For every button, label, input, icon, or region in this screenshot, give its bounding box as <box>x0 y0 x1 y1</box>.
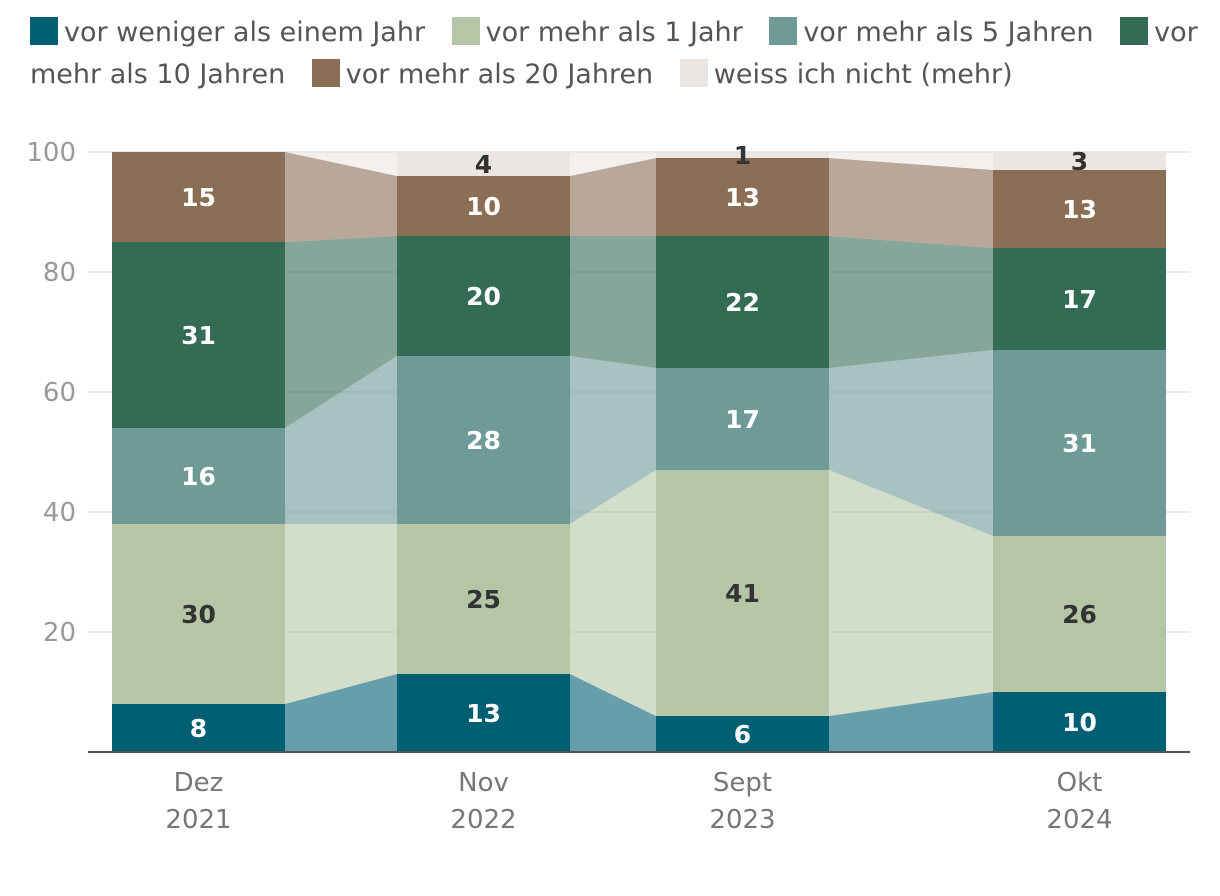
bar-segment-3-2 <box>397 356 570 524</box>
value-label-4-2: 20 <box>466 282 501 311</box>
x-label-year-4: 2024 <box>1046 805 1112 835</box>
bar-segment-1-3 <box>656 716 829 752</box>
connector-band-2-2 <box>570 470 656 716</box>
y-tick-label-100: 100 <box>26 138 76 168</box>
connector-band-5-2 <box>570 158 656 236</box>
value-label-3-4: 31 <box>1062 429 1097 458</box>
value-label-5-4: 13 <box>1062 195 1097 224</box>
value-label-3-3: 17 <box>725 405 760 434</box>
value-label-6-2: 4 <box>475 150 492 179</box>
value-label-6-4: 3 <box>1071 147 1088 176</box>
legend-item-1: vor weniger als einem Jahr <box>30 17 425 48</box>
x-label-year-2: 2022 <box>450 805 516 835</box>
connector-band-1-2 <box>570 674 656 752</box>
connector-band-4-1 <box>285 236 397 428</box>
legend-item-3: vor mehr als 5 Jahren <box>769 17 1094 48</box>
value-label-5-3: 13 <box>725 183 760 212</box>
connector-band-4-2 <box>570 236 656 368</box>
legend-swatch-6 <box>679 59 708 87</box>
legend: vor weniger als einem Jahr vor mehr als … <box>30 12 1200 96</box>
legend-item-6: weiss ich nicht (mehr) <box>679 59 1013 90</box>
y-tick-label-80: 80 <box>43 258 76 288</box>
bar-segment-4-3 <box>656 236 829 368</box>
value-label-4-1: 31 <box>181 321 216 350</box>
legend-label-6: weiss ich nicht (mehr) <box>713 59 1013 90</box>
bar-segment-2-4 <box>993 536 1166 692</box>
legend-item-2: vor mehr als 1 Jahr <box>451 17 743 48</box>
connector-band-6-1 <box>285 152 397 176</box>
bar-segment-4-4 <box>993 248 1166 350</box>
bar-segment-4-1 <box>112 242 285 428</box>
connector-band-2-1 <box>285 524 397 704</box>
bar-segment-3-4 <box>993 350 1166 536</box>
value-label-2-3: 41 <box>725 579 760 608</box>
x-label-month-1: Dez <box>174 768 224 798</box>
bar-segment-2-1 <box>112 524 285 704</box>
legend-swatch-2 <box>451 17 480 45</box>
connector-band-5-1 <box>285 152 397 242</box>
value-label-1-2: 13 <box>466 699 501 728</box>
connector-band-3-2 <box>570 356 656 524</box>
bar-segment-3-1 <box>112 428 285 524</box>
value-label-2-2: 25 <box>466 585 501 614</box>
value-label-1-1: 8 <box>190 714 207 743</box>
legend-swatch-4 <box>1120 17 1149 45</box>
legend-swatch-3 <box>769 17 798 45</box>
bar-segment-6-3 <box>656 152 829 158</box>
bar-segment-5-4 <box>993 170 1166 248</box>
connector-band-6-2 <box>570 152 656 176</box>
connector-band-6-3 <box>829 152 993 170</box>
legend-swatch-1 <box>30 17 58 45</box>
bar-segment-6-4 <box>993 152 1166 170</box>
bar-segment-5-2 <box>397 176 570 236</box>
y-tick-label-40: 40 <box>43 498 76 528</box>
value-label-3-1: 16 <box>181 462 216 491</box>
value-label-2-4: 26 <box>1062 600 1097 629</box>
y-tick-label-20: 20 <box>43 618 76 648</box>
connector-band-3-1 <box>285 356 397 524</box>
legend-label-1: vor weniger als einem Jahr <box>64 17 426 48</box>
y-tick-label-60: 60 <box>43 378 76 408</box>
bar-segment-6-2 <box>397 152 570 176</box>
x-label-month-3: Sept <box>713 768 772 798</box>
bar-segment-4-2 <box>397 236 570 356</box>
legend-item-4: vor mehr als 10 Jahren <box>30 17 1198 90</box>
x-label-year-1: 2021 <box>165 805 231 835</box>
connector-band-2-3 <box>829 470 993 716</box>
value-label-4-3: 22 <box>725 288 760 317</box>
value-label-4-4: 17 <box>1062 285 1097 314</box>
connector-band-3-3 <box>829 350 993 536</box>
connector-band-4-3 <box>829 236 993 368</box>
value-label-1-3: 6 <box>734 720 751 749</box>
bar-segment-3-3 <box>656 368 829 470</box>
value-label-5-1: 15 <box>181 183 216 212</box>
bar-segment-1-1 <box>112 704 285 752</box>
value-label-3-2: 28 <box>466 426 501 455</box>
connector-band-1-3 <box>829 692 993 752</box>
x-label-year-3: 2023 <box>709 805 775 835</box>
legend-label-2: vor mehr als 1 Jahr <box>485 17 743 48</box>
legend-label-4: vor mehr als 10 Jahren <box>30 17 1198 90</box>
x-label-month-4: Okt <box>1057 768 1103 798</box>
legend-item-5: vor mehr als 20 Jahren <box>311 59 654 90</box>
bar-segment-2-2 <box>397 524 570 674</box>
value-label-5-2: 10 <box>466 192 501 221</box>
value-label-1-4: 10 <box>1062 708 1097 737</box>
connector-band-5-3 <box>829 158 993 248</box>
bar-segment-5-1 <box>112 152 285 242</box>
bar-segment-1-4 <box>993 692 1166 752</box>
bar-segment-5-3 <box>656 158 829 236</box>
legend-swatch-5 <box>311 59 340 87</box>
legend-label-3: vor mehr als 5 Jahren <box>803 17 1094 48</box>
value-label-6-3: 1 <box>734 141 751 170</box>
legend-label-5: vor mehr als 20 Jahren <box>345 59 654 90</box>
bar-segment-2-3 <box>656 470 829 716</box>
value-label-2-1: 30 <box>181 600 216 629</box>
connector-band-1-1 <box>285 674 397 752</box>
x-label-month-2: Nov <box>458 768 509 798</box>
bar-segment-1-2 <box>397 674 570 752</box>
